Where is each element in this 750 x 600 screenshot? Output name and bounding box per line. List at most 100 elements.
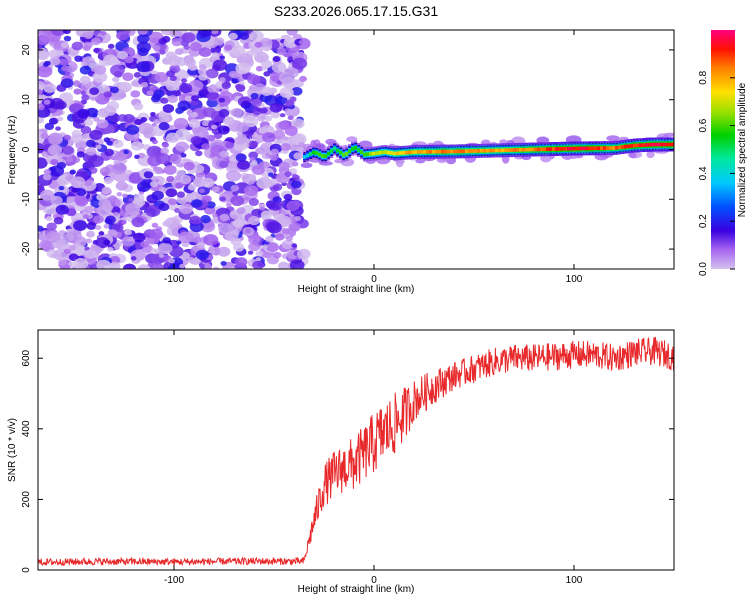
noise-cell bbox=[197, 30, 212, 38]
noise-cell bbox=[38, 225, 44, 232]
noise-cell bbox=[210, 30, 219, 35]
noise-cell bbox=[191, 95, 199, 102]
spectrogram-y-axis: -20 -10 0 10 20 bbox=[21, 44, 674, 256]
ridge-cell bbox=[372, 151, 376, 156]
ridge-cell bbox=[591, 146, 595, 151]
noise-cell bbox=[104, 148, 114, 157]
noise-cell bbox=[115, 181, 128, 191]
noise-cell bbox=[179, 83, 193, 93]
noise-cell bbox=[291, 133, 307, 146]
noise-cell bbox=[38, 240, 53, 251]
ridge-cell bbox=[474, 149, 478, 153]
noise-cell bbox=[278, 120, 290, 130]
spectrogram-ytick-label: 20 bbox=[21, 44, 32, 56]
noise-cell bbox=[124, 229, 132, 236]
noise-cell bbox=[95, 225, 102, 231]
noise-cell bbox=[137, 264, 150, 269]
ridge-cell bbox=[582, 146, 586, 151]
noise-cell bbox=[126, 124, 140, 135]
ridge-cell bbox=[378, 150, 382, 155]
noise-cell bbox=[85, 139, 96, 148]
ridge-cell bbox=[447, 149, 451, 154]
noise-cell bbox=[214, 37, 225, 46]
ridge-cell bbox=[327, 151, 331, 156]
noise-cell bbox=[150, 181, 158, 188]
noise-cell bbox=[219, 77, 226, 83]
ridge-cell bbox=[510, 148, 514, 152]
noise-cell bbox=[108, 195, 118, 203]
noise-cell bbox=[228, 70, 238, 78]
noise-cell bbox=[248, 140, 259, 149]
ridge-cell bbox=[543, 147, 547, 152]
ridge-cell bbox=[627, 144, 631, 149]
noise-cell bbox=[192, 236, 202, 244]
noise-cell bbox=[258, 127, 268, 134]
noise-cell bbox=[125, 169, 133, 175]
noise-cell bbox=[262, 132, 276, 143]
noise-cell bbox=[259, 206, 265, 211]
noise-cell bbox=[56, 253, 63, 259]
noise-cell bbox=[275, 95, 288, 105]
noise-cell bbox=[291, 173, 298, 178]
noise-cell bbox=[256, 177, 273, 189]
ridge-cell bbox=[621, 145, 625, 149]
noise-cell bbox=[209, 153, 216, 158]
noise-cell bbox=[269, 154, 279, 161]
ridge-cell bbox=[459, 149, 463, 154]
noise-cell bbox=[282, 228, 291, 235]
noise-cell bbox=[272, 56, 281, 62]
noise-cell bbox=[264, 115, 273, 122]
noise-cell bbox=[180, 40, 189, 47]
ridge-cell bbox=[405, 150, 409, 155]
noise-cell bbox=[100, 31, 107, 36]
noise-cell bbox=[103, 224, 110, 229]
spectrogram-xtick-label: 0 bbox=[371, 274, 377, 285]
noise-cell bbox=[107, 247, 114, 252]
noise-cell bbox=[225, 202, 232, 207]
noise-cell bbox=[96, 193, 106, 201]
noise-cell bbox=[45, 216, 53, 222]
noise-cell bbox=[248, 151, 259, 160]
noise-cell bbox=[82, 56, 95, 66]
noise-cell bbox=[151, 190, 164, 201]
ridge-cell bbox=[492, 148, 496, 153]
ridge-cell bbox=[462, 149, 466, 154]
noise-cell bbox=[190, 99, 199, 106]
noise-cell bbox=[268, 172, 274, 177]
ridge-cell bbox=[537, 147, 541, 152]
snr-panel: -100 0 100 0 200 400 600 Height of straight l… bbox=[7, 329, 675, 595]
noise-cell bbox=[121, 220, 127, 225]
ridge-cell bbox=[312, 150, 316, 155]
noise-cell bbox=[62, 145, 74, 155]
noise-cell bbox=[51, 30, 66, 36]
noise-cell bbox=[141, 82, 148, 88]
noise-cell bbox=[70, 133, 83, 144]
noise-cell bbox=[281, 239, 294, 250]
ridge-halo-cell bbox=[606, 135, 620, 142]
snr-y-label: SNR (10 * v/v) bbox=[7, 418, 18, 482]
ridge-cell bbox=[369, 152, 373, 156]
noise-cell bbox=[229, 156, 237, 162]
ridge-cell bbox=[594, 146, 598, 150]
noise-cell bbox=[155, 153, 171, 165]
noise-cell bbox=[38, 81, 45, 90]
ridge-cell bbox=[576, 146, 580, 151]
noise-cell bbox=[42, 173, 52, 181]
noise-cell bbox=[266, 221, 282, 234]
noise-cell bbox=[176, 191, 185, 198]
noise-cell bbox=[290, 180, 302, 189]
ridge-cell bbox=[549, 147, 553, 151]
noise-cell bbox=[93, 215, 104, 224]
noise-cell bbox=[294, 216, 301, 221]
ridge-cell bbox=[561, 147, 565, 151]
noise-cell bbox=[247, 250, 254, 255]
noise-cell bbox=[181, 32, 196, 43]
ridge-cell bbox=[615, 146, 619, 150]
noise-cell bbox=[219, 196, 226, 202]
ridge-cell bbox=[672, 142, 674, 147]
noise-cell bbox=[218, 109, 230, 118]
noise-cell bbox=[38, 44, 43, 50]
noise-cell bbox=[237, 160, 250, 170]
noise-cell bbox=[60, 78, 74, 88]
ridge-cell bbox=[303, 155, 307, 159]
